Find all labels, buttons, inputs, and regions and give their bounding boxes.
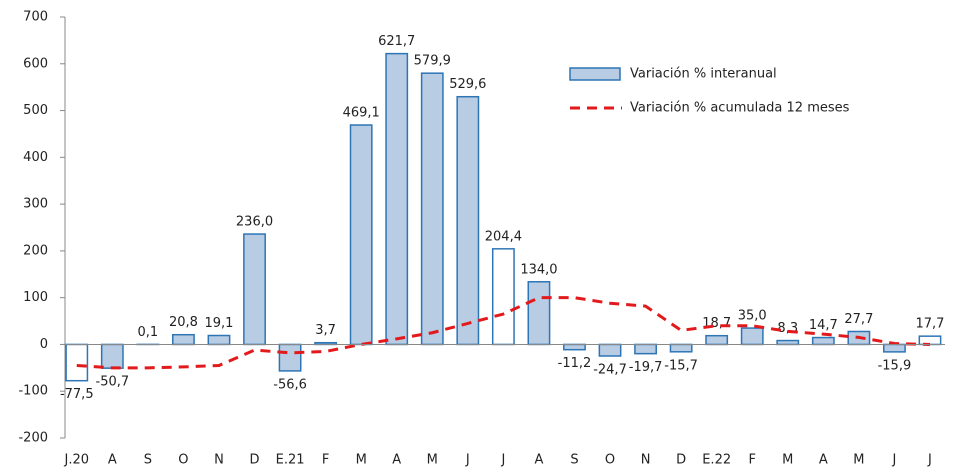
value-label: -15,9 — [878, 358, 912, 373]
bar — [422, 73, 443, 344]
bar — [670, 344, 691, 351]
x-tick-label: D — [250, 453, 260, 468]
value-label: -11,2 — [558, 356, 592, 371]
value-label: -24,7 — [593, 362, 627, 377]
bar — [564, 344, 585, 349]
legend-swatch — [570, 68, 620, 80]
bar — [742, 328, 763, 344]
value-label: -19,7 — [629, 360, 663, 375]
x-tick-label: O — [605, 453, 615, 468]
value-label: 18,7 — [702, 316, 731, 331]
x-tick-label: N — [641, 453, 651, 468]
x-tick-label: S — [570, 453, 578, 468]
x-tick-label: D — [676, 453, 686, 468]
x-tick-label: J — [500, 453, 505, 468]
value-label: 19,1 — [204, 316, 233, 331]
value-label: 35,0 — [738, 309, 767, 324]
x-tick-label: M — [356, 453, 367, 468]
bar — [813, 338, 834, 345]
y-tick-label: 300 — [23, 197, 48, 212]
bar — [173, 335, 194, 345]
x-tick-label: M — [782, 453, 793, 468]
value-label: 204,4 — [485, 229, 522, 244]
x-tick-label: J — [465, 453, 470, 468]
x-tick-label: J.20 — [64, 453, 90, 468]
bar — [528, 282, 549, 345]
y-tick-label: 100 — [23, 290, 48, 305]
bar — [351, 125, 372, 344]
x-tick-label: E.21 — [276, 453, 305, 468]
y-tick-label: 700 — [23, 10, 48, 25]
value-label: -56,6 — [273, 377, 307, 392]
value-label: 14,7 — [809, 318, 838, 333]
bar — [66, 344, 87, 380]
value-label: 8,3 — [777, 321, 798, 336]
y-tick-label: 400 — [23, 150, 48, 165]
value-label: 17,7 — [915, 317, 944, 332]
value-label: 0,1 — [138, 325, 159, 340]
value-label: 134,0 — [520, 262, 557, 277]
value-label: 236,0 — [236, 215, 273, 230]
legend-label: Variación % acumulada 12 meses — [630, 101, 850, 116]
y-tick-label: 500 — [23, 103, 48, 118]
bar — [599, 344, 620, 356]
bar — [244, 234, 265, 344]
bar — [493, 249, 514, 345]
x-tick-label: O — [178, 453, 188, 468]
bar — [457, 97, 478, 345]
x-tick-label: E.22 — [702, 453, 731, 468]
value-label: 469,1 — [343, 106, 380, 121]
x-tick-label: J — [892, 453, 897, 468]
y-tick-label: 600 — [23, 56, 48, 71]
y-tick-label: -100 — [18, 384, 48, 399]
bar — [777, 341, 798, 345]
x-tick-label: A — [819, 453, 828, 468]
x-tick-label: N — [214, 453, 224, 468]
x-tick-label: S — [144, 453, 152, 468]
bar — [102, 344, 123, 368]
value-label: -15,7 — [664, 358, 698, 373]
bar — [884, 344, 905, 351]
y-tick-label: 0 — [40, 337, 48, 352]
value-label: 621,7 — [378, 34, 415, 49]
value-label: 27,7 — [844, 312, 873, 327]
value-label: 529,6 — [449, 77, 486, 92]
x-tick-label: M — [853, 453, 864, 468]
value-label: 20,8 — [169, 315, 198, 330]
x-tick-label: F — [748, 453, 755, 468]
x-tick-label: F — [322, 453, 329, 468]
bar — [279, 344, 300, 370]
x-tick-label: A — [392, 453, 401, 468]
bar — [635, 344, 656, 353]
legend-label: Variación % interanual — [630, 67, 777, 82]
value-label: -50,7 — [96, 375, 130, 390]
value-label: 3,7 — [315, 323, 336, 338]
x-tick-label: A — [108, 453, 117, 468]
y-tick-label: -200 — [18, 431, 48, 446]
x-tick-label: M — [427, 453, 438, 468]
value-label: 579,9 — [414, 54, 451, 69]
bar — [706, 336, 727, 345]
bar — [386, 54, 407, 345]
x-tick-label: J — [927, 453, 932, 468]
value-label: -77,5 — [60, 387, 94, 402]
y-tick-label: 200 — [23, 243, 48, 258]
x-tick-label: A — [534, 453, 543, 468]
bar — [208, 336, 229, 345]
